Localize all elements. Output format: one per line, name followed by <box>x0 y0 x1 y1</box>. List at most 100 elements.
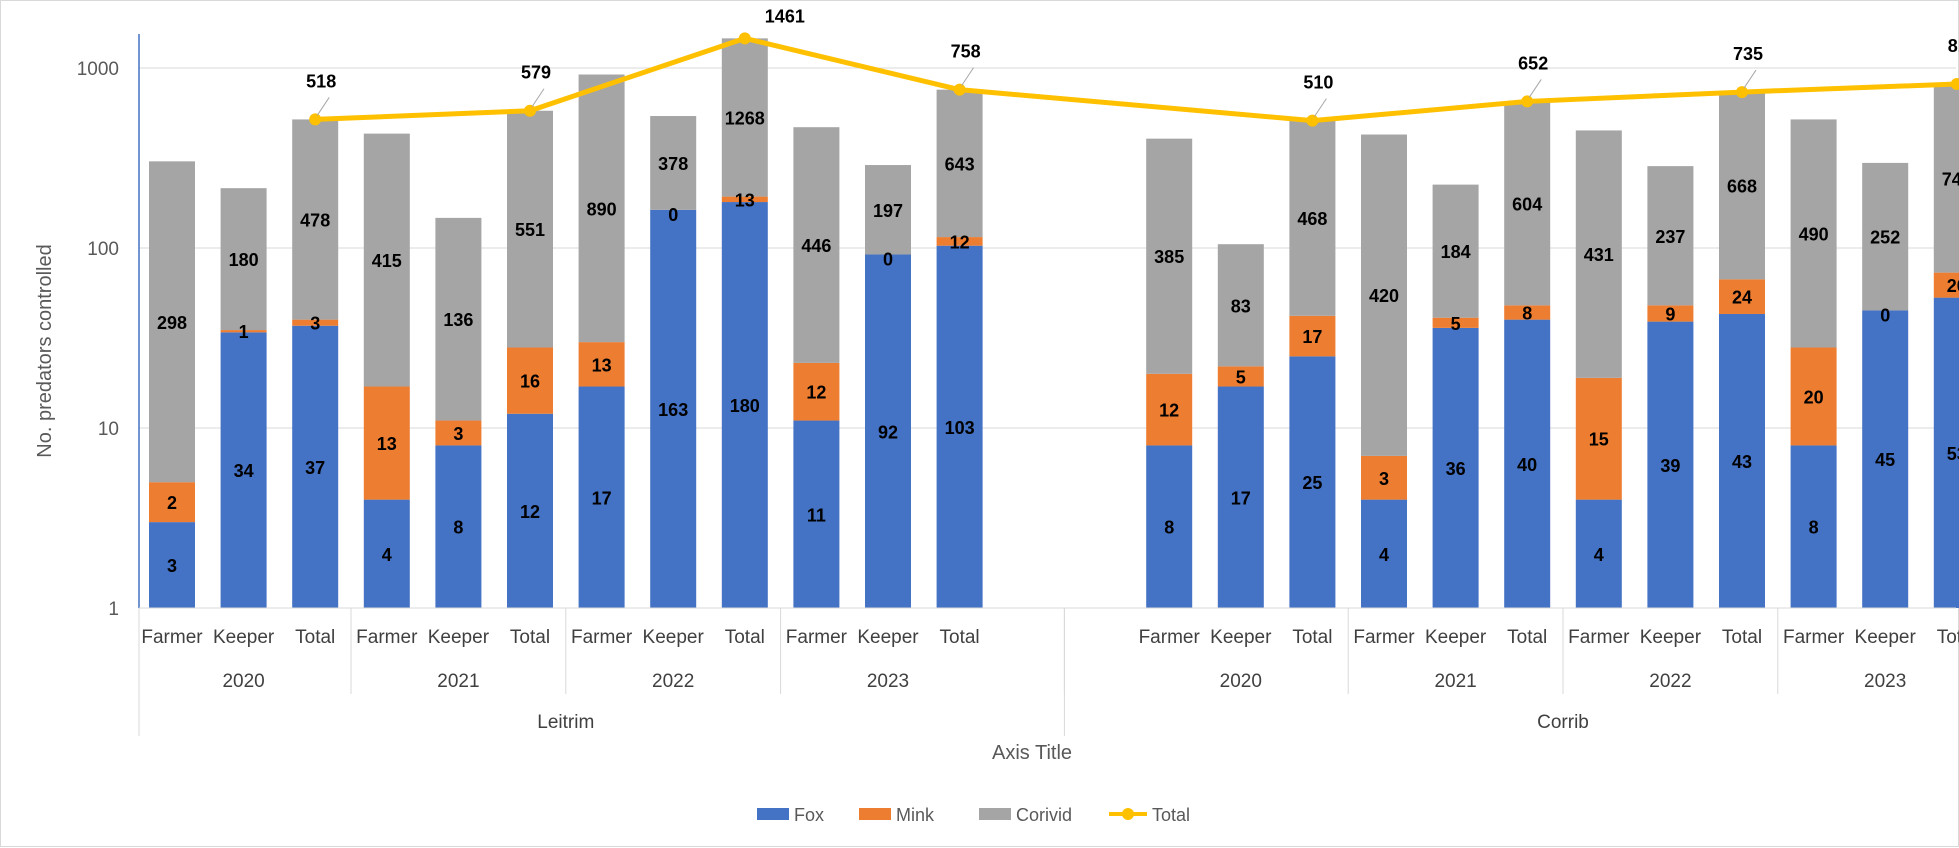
leader-line <box>1314 99 1326 117</box>
data-label-fox: 40 <box>1517 455 1537 475</box>
data-label-mink: 15 <box>1589 430 1609 450</box>
x-category-label: Keeper <box>857 627 919 648</box>
total-point <box>954 84 966 96</box>
total-point <box>1306 115 1318 127</box>
data-label-corivid: 431 <box>1584 245 1614 265</box>
legend-label: Total <box>1152 805 1190 825</box>
data-label-fox: 180 <box>730 396 760 416</box>
x-category-label: Keeper <box>1425 627 1487 648</box>
data-label-mink: 1 <box>239 322 249 342</box>
total-point <box>309 113 321 125</box>
x-category-label: Total <box>725 627 765 648</box>
data-label-fox: 39 <box>1660 456 1680 476</box>
y-axis-title: No. predators controlled <box>34 244 56 457</box>
data-label-mink: 12 <box>806 383 826 403</box>
x-category-label: Keeper <box>1210 627 1272 648</box>
x-category-label: Farmer <box>1568 627 1630 648</box>
data-label-mink: 0 <box>668 205 678 225</box>
legend-label: Mink <box>896 805 935 825</box>
data-label-fox: 163 <box>658 400 688 420</box>
total-point <box>739 32 751 44</box>
x-year-label: 2023 <box>867 671 909 692</box>
data-label-fox: 37 <box>305 458 325 478</box>
x-category-label: Total <box>1507 627 1547 648</box>
data-label-corivid: 83 <box>1231 296 1251 316</box>
total-label: 735 <box>1733 44 1763 64</box>
data-label-fox: 4 <box>382 545 392 565</box>
data-label-corivid: 420 <box>1369 286 1399 306</box>
data-label-fox: 17 <box>592 488 612 508</box>
data-label-corivid: 252 <box>1870 228 1900 248</box>
x-category-label: Farmer <box>1139 627 1201 648</box>
y-tick-label: 10 <box>98 419 119 440</box>
data-label-mink: 20 <box>1947 276 1959 296</box>
leader-line <box>962 68 974 86</box>
data-label-fox: 4 <box>1594 545 1604 565</box>
x-category-label: Total <box>510 627 550 648</box>
data-label-mink: 13 <box>377 434 397 454</box>
x-category-label: Keeper <box>428 627 490 648</box>
data-label-mink: 24 <box>1732 288 1752 308</box>
x-category-label: Total <box>1292 627 1332 648</box>
x-category-label: Farmer <box>786 627 848 648</box>
data-label-fox: 8 <box>453 518 463 538</box>
data-label-corivid: 668 <box>1727 177 1757 197</box>
data-label-mink: 12 <box>1159 401 1179 421</box>
x-category-label: Farmer <box>571 627 633 648</box>
data-label-corivid: 378 <box>658 154 688 174</box>
x-year-label: 2022 <box>1649 671 1691 692</box>
x-region-label: Leitrim <box>537 712 594 733</box>
legend-swatch-mink <box>859 808 891 820</box>
data-label-fox: 8 <box>1809 518 1819 538</box>
legend-swatch-corivid <box>979 808 1011 820</box>
data-label-fox: 53 <box>1947 444 1959 464</box>
data-label-fox: 12 <box>520 502 540 522</box>
y-tick-label: 1000 <box>77 59 119 80</box>
x-year-label: 2021 <box>1434 671 1476 692</box>
total-point <box>1521 95 1533 107</box>
total-point <box>524 105 536 117</box>
legend-label: Corivid <box>1016 805 1072 825</box>
data-label-corivid: 298 <box>157 313 187 333</box>
data-label-mink: 2 <box>167 493 177 513</box>
x-category-label: Farmer <box>141 627 203 648</box>
total-label: 815 <box>1948 36 1959 56</box>
data-label-corivid: 643 <box>945 154 975 174</box>
data-label-corivid: 478 <box>300 211 330 231</box>
data-label-mink: 16 <box>520 372 540 392</box>
y-tick-label: 1 <box>108 599 119 620</box>
x-category-label: Farmer <box>1783 627 1845 648</box>
data-label-mink: 5 <box>1451 314 1461 334</box>
data-label-mink: 17 <box>1302 327 1322 347</box>
data-label-corivid: 468 <box>1297 209 1327 229</box>
bars <box>149 38 1959 608</box>
x-year-label: 2023 <box>1864 671 1906 692</box>
data-label-fox: 43 <box>1732 452 1752 472</box>
data-label-corivid: 237 <box>1655 227 1685 247</box>
data-label-mink: 9 <box>1665 304 1675 324</box>
data-label-mink: 13 <box>592 355 612 375</box>
total-label: 518 <box>306 71 336 91</box>
x-category-label: Total <box>295 627 335 648</box>
data-label-fox: 8 <box>1164 518 1174 538</box>
x-category-label: Keeper <box>213 627 275 648</box>
data-label-fox: 34 <box>234 461 254 481</box>
data-label-corivid: 184 <box>1441 242 1471 262</box>
total-line <box>309 32 1959 126</box>
total-point <box>1736 86 1748 98</box>
total-label: 758 <box>951 42 981 62</box>
total-label: 510 <box>1303 73 1333 93</box>
total-label: 579 <box>521 63 551 83</box>
data-label-mink: 0 <box>1880 305 1890 325</box>
data-label-corivid: 742 <box>1942 169 1959 189</box>
x-category-label: Farmer <box>1353 627 1415 648</box>
x-category-label: Total <box>1937 627 1959 648</box>
legend-swatch-fox <box>757 808 789 820</box>
y-tick-label: 100 <box>87 239 119 260</box>
legend-swatch-total-marker <box>1122 808 1134 820</box>
data-label-corivid: 604 <box>1512 194 1542 214</box>
x-axis-title: Axis Title <box>992 742 1072 764</box>
data-label-mink: 12 <box>950 232 970 252</box>
data-label-corivid: 490 <box>1799 224 1829 244</box>
